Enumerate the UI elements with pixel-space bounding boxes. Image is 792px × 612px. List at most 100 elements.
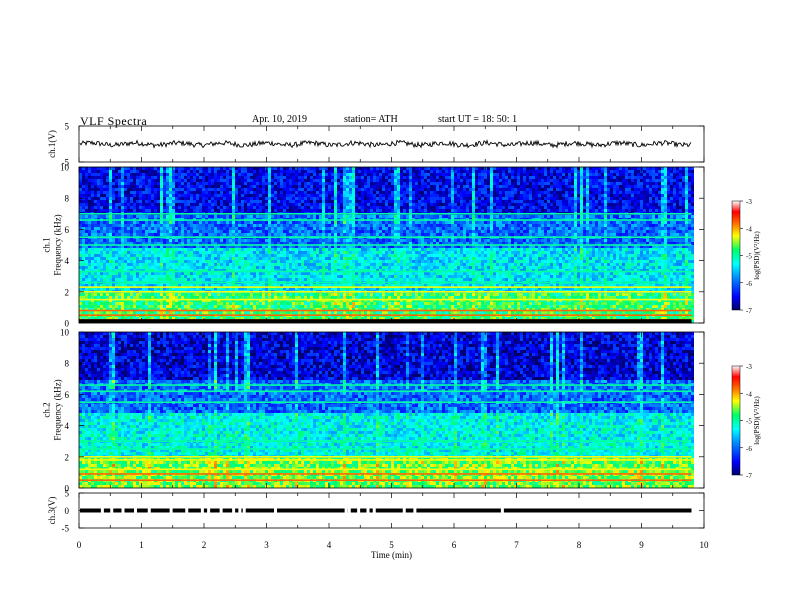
spectrogram-cell xyxy=(175,191,178,194)
spectrogram-cell xyxy=(196,209,199,212)
spectrogram-cell xyxy=(193,209,196,212)
spectrogram-cell xyxy=(181,227,184,230)
spectrogram-cell xyxy=(130,230,133,233)
spectrogram-cell xyxy=(100,257,103,260)
spectrogram-cell xyxy=(130,179,133,182)
spectrogram-cell xyxy=(160,179,163,182)
spectrogram-cell xyxy=(82,311,85,314)
spectrogram-cell xyxy=(115,230,118,233)
spectrogram-cell xyxy=(112,254,115,257)
spectrogram-cell xyxy=(100,239,103,242)
spectrogram-cell xyxy=(91,221,94,224)
spectrogram-cell xyxy=(160,215,163,218)
spectrogram-cell xyxy=(88,296,91,299)
spectrogram-cell xyxy=(163,296,166,299)
spectrogram-cell xyxy=(130,263,133,266)
spectrogram-cell xyxy=(202,275,205,278)
spectrogram-cell xyxy=(112,185,115,188)
spectrogram-cell xyxy=(199,173,202,176)
spectrogram-cell xyxy=(166,182,169,185)
spectrogram-cell xyxy=(190,167,193,170)
spectrogram-cell xyxy=(163,185,166,188)
spectrogram-cell xyxy=(202,215,205,218)
spectrogram-cell xyxy=(181,254,184,257)
spectrogram-cell xyxy=(136,296,139,299)
spectrogram-cell xyxy=(181,179,184,182)
spectrogram-cell xyxy=(109,275,112,278)
spectrogram-cell xyxy=(79,224,82,227)
spectrogram-cell xyxy=(151,191,154,194)
spectrogram-cell xyxy=(151,248,154,251)
spectrogram-cell xyxy=(103,170,106,173)
spectrogram-cell xyxy=(82,224,85,227)
spectrogram-cell xyxy=(154,179,157,182)
spectrogram-cell xyxy=(88,248,91,251)
spectrogram-cell xyxy=(91,263,94,266)
spectrogram-cell xyxy=(97,251,100,254)
spectrogram-cell xyxy=(109,296,112,299)
spectrogram-cell xyxy=(172,278,175,281)
spectrogram-cell xyxy=(187,257,190,260)
spectrogram-cell xyxy=(127,302,130,305)
spectrogram-cell xyxy=(172,254,175,257)
spectrogram-cell xyxy=(166,305,169,308)
ch1-waveform-trace xyxy=(80,141,691,148)
spectrogram-cell xyxy=(160,311,163,314)
spectrogram-cell xyxy=(112,194,115,197)
spectrogram-cell xyxy=(160,173,163,176)
spectrogram-cell xyxy=(142,293,145,296)
spectrogram-cell xyxy=(106,278,109,281)
spectrogram-cell xyxy=(82,185,85,188)
spectrogram-cell xyxy=(157,215,160,218)
spectrogram-cell xyxy=(94,233,97,236)
spectrogram-cell xyxy=(100,248,103,251)
spectrogram-cell xyxy=(196,254,199,257)
spectrogram-cell xyxy=(139,296,142,299)
spectrogram-cell xyxy=(184,263,187,266)
spectrogram-cell xyxy=(145,215,148,218)
spectrogram-cell xyxy=(178,239,181,242)
spectrogram-cell xyxy=(169,263,172,266)
spectrogram-cell xyxy=(184,257,187,260)
spectrogram-cell xyxy=(199,296,202,299)
spectrogram-cell xyxy=(169,182,172,185)
spectrogram-cell xyxy=(151,170,154,173)
spectrogram-cell xyxy=(172,179,175,182)
spectrogram-cell xyxy=(202,170,205,173)
spectrogram-cell xyxy=(124,176,127,179)
spectrogram-cell xyxy=(187,233,190,236)
spectrogram-cell xyxy=(121,311,124,314)
spectrogram-cell xyxy=(175,182,178,185)
spectrogram-cell xyxy=(151,206,154,209)
spectrogram-cell xyxy=(100,185,103,188)
spectrogram-cell xyxy=(178,224,181,227)
spectrogram-cell xyxy=(196,293,199,296)
spectrogram-cell xyxy=(175,296,178,299)
spectrogram-cell xyxy=(145,239,148,242)
spectrogram-cell xyxy=(157,263,160,266)
spectrogram-cell xyxy=(190,302,193,305)
spectrogram-cell xyxy=(172,170,175,173)
spectrogram-cell xyxy=(97,167,100,170)
spectrogram-cell xyxy=(133,215,136,218)
spectrogram-cell xyxy=(121,167,124,170)
spectrogram-cell xyxy=(166,239,169,242)
spectrogram-cell xyxy=(97,215,100,218)
spectrogram-cell xyxy=(130,251,133,254)
spectrogram-cell xyxy=(124,272,127,275)
spectrogram-cell xyxy=(91,230,94,233)
spectrogram-cell xyxy=(169,191,172,194)
spectrogram-cell xyxy=(154,173,157,176)
spectrogram-cell xyxy=(205,191,208,194)
spectrogram-cell xyxy=(115,278,118,281)
spectrogram-cell xyxy=(151,182,154,185)
spectrogram-cell xyxy=(133,200,136,203)
spectrogram-cell xyxy=(136,227,139,230)
spectrogram-cell xyxy=(103,257,106,260)
spectrogram-cell xyxy=(202,293,205,296)
spectrogram-cell xyxy=(133,224,136,227)
spectrogram-cell xyxy=(139,293,142,296)
spectrogram-cell xyxy=(112,293,115,296)
spectrogram-cell xyxy=(160,227,163,230)
spectrogram-cell xyxy=(166,167,169,170)
